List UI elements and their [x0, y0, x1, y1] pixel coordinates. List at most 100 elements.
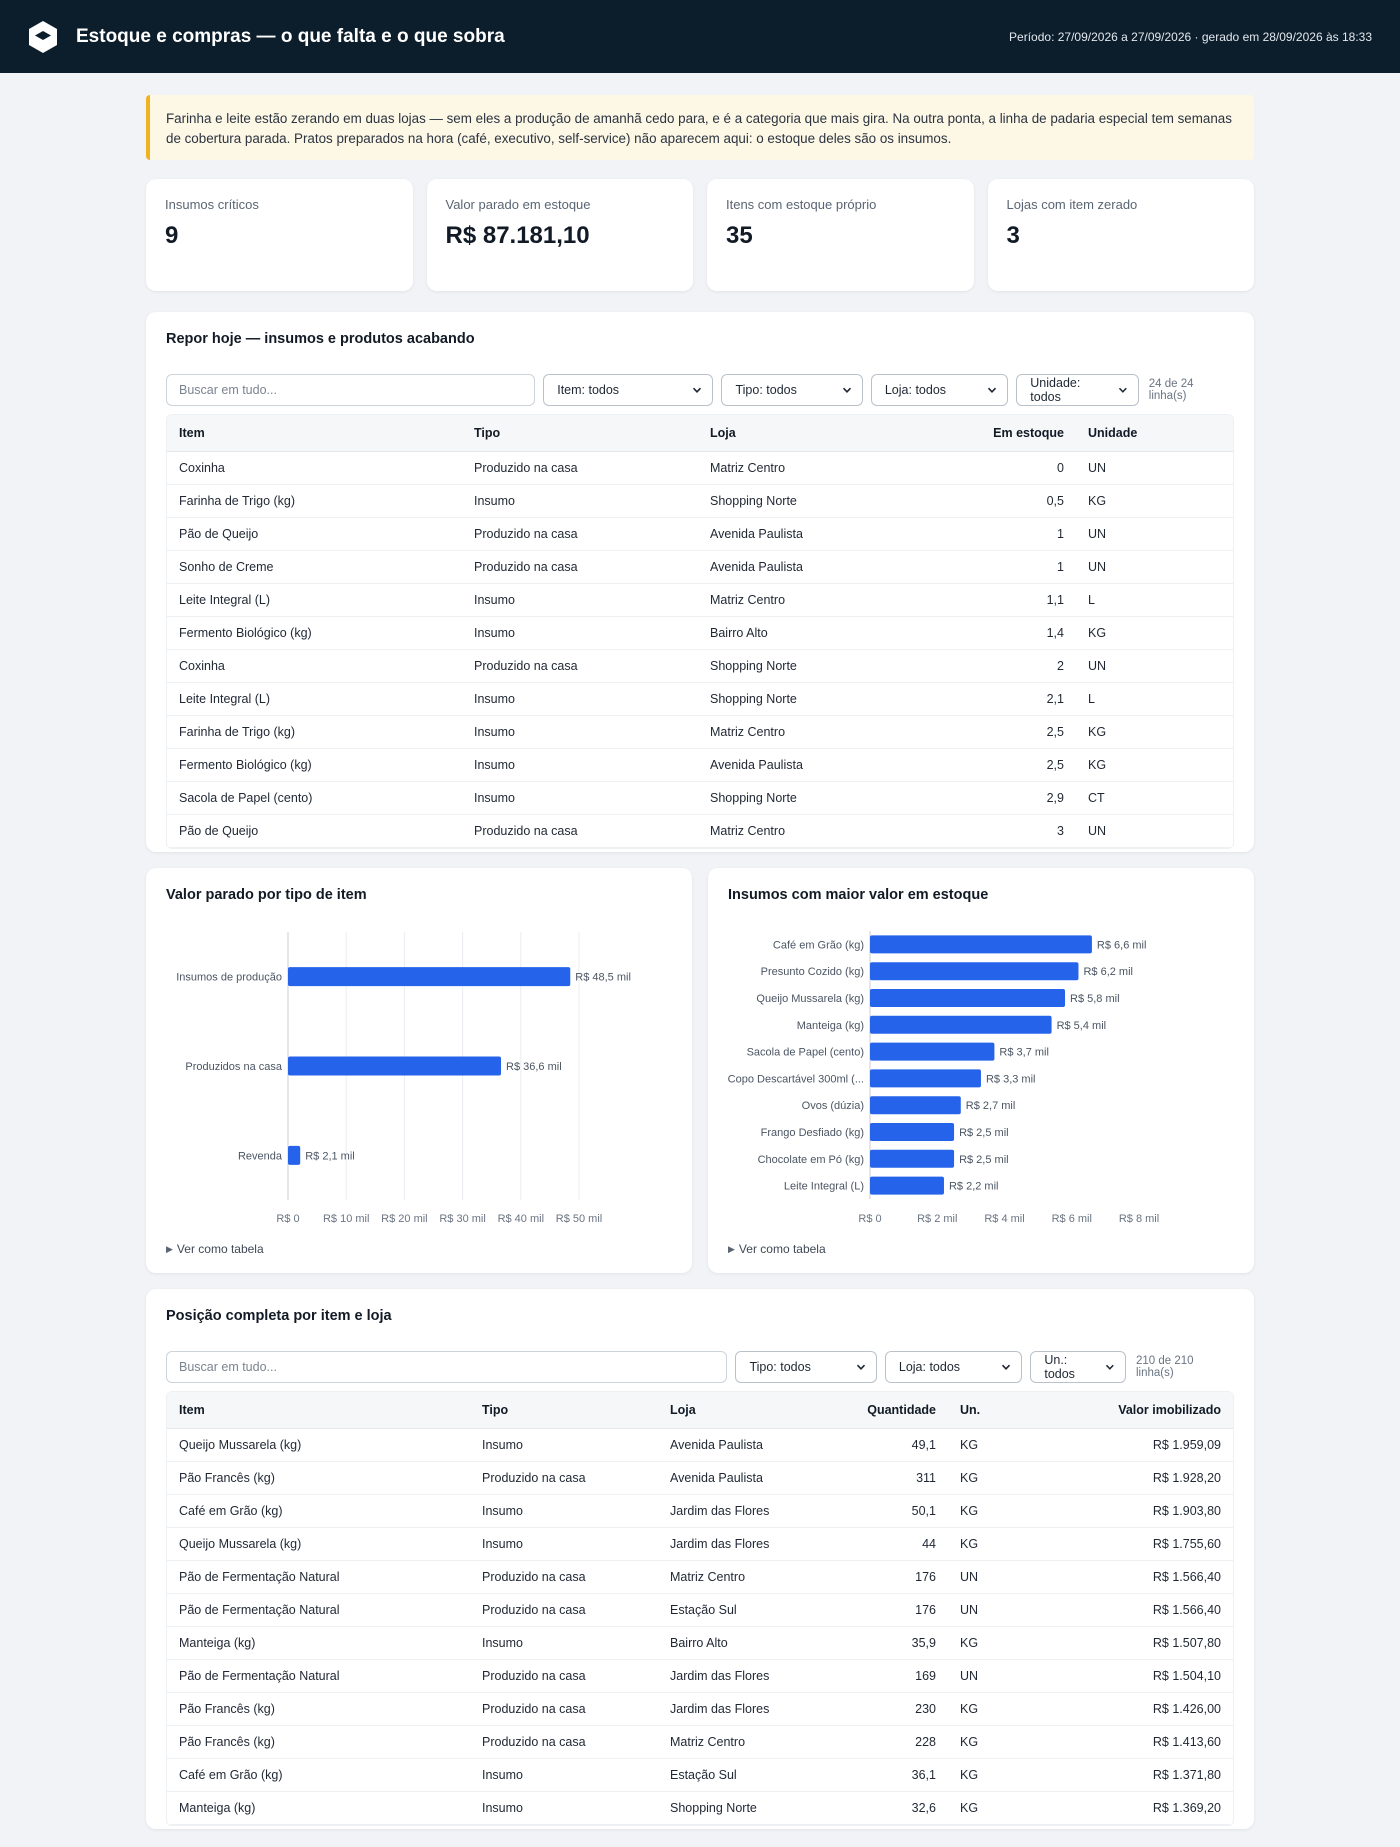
- filter-item-select[interactable]: Item: todos: [543, 374, 714, 406]
- filter-store-select[interactable]: Loja: todos: [884, 1351, 1023, 1383]
- table-row[interactable]: Manteiga (kg) Insumo Bairro Alto 35,9 KG R$ 1…: [167, 1626, 1233, 1660]
- kpi-stock-value: Valor parado em estoque R$ 87.181,10: [426, 179, 693, 291]
- table-cell: Produzido na casa: [462, 814, 698, 848]
- table-row[interactable]: Leite Integral (L) Insumo Shopping Norte 2,…: [167, 682, 1233, 716]
- table-cell: 311: [828, 1461, 948, 1495]
- bar[interactable]: [288, 1145, 301, 1165]
- filter-type-select[interactable]: Tipo: todos: [721, 374, 863, 406]
- column-header-type[interactable]: Tipo: [462, 415, 698, 452]
- kpi-label: Valor parado em estoque: [445, 197, 591, 212]
- table-row[interactable]: Queijo Mussarela (kg) Insumo Avenida Pauli…: [167, 1428, 1233, 1462]
- column-header-store[interactable]: Loja: [698, 415, 916, 452]
- table-cell: 36,1: [828, 1758, 948, 1792]
- table-cell: 1: [916, 550, 1076, 584]
- column-header-quantity[interactable]: Quantidade: [828, 1392, 948, 1429]
- data-label: R$ 3,7 mil: [999, 1047, 1049, 1059]
- table-row[interactable]: Leite Integral (L) Insumo Matriz Centro 1,1…: [167, 583, 1233, 617]
- table-row[interactable]: Sacola de Papel (cento) Insumo Shopping No…: [167, 781, 1233, 815]
- table-cell: Avenida Paulista: [698, 748, 916, 782]
- table-row[interactable]: Pão Francês (kg) Produzido na casa Matriz …: [167, 1725, 1233, 1759]
- table-cell: Café em Grão (kg): [167, 1494, 470, 1528]
- table-cell: Jardim das Flores: [658, 1692, 828, 1726]
- table-row[interactable]: Fermento Biológico (kg) Insumo Avenida Pau…: [167, 748, 1233, 782]
- table-cell: Produzido na casa: [470, 1461, 658, 1495]
- category-label: Sacola de Papel (cento): [747, 1047, 864, 1059]
- table-row[interactable]: Sonho de Creme Produzido na casa Avenida P…: [167, 550, 1233, 584]
- column-header-unit[interactable]: Unidade: [1076, 415, 1233, 452]
- table-row[interactable]: Pão Francês (kg) Produzido na casa Jardim …: [167, 1692, 1233, 1726]
- data-label: R$ 2,5 mil: [959, 1154, 1009, 1166]
- bar[interactable]: [870, 1096, 961, 1115]
- table-cell: KG: [948, 1692, 1038, 1726]
- filter-unit-select[interactable]: Unidade: todos: [1016, 374, 1139, 406]
- table-cell: Insumo: [470, 1791, 658, 1825]
- column-header-store[interactable]: Loja: [658, 1392, 828, 1429]
- table-cell: Produzido na casa: [470, 1725, 658, 1759]
- row-count: 210 de 210 linha(s): [1136, 1355, 1194, 1379]
- x-tick-label: R$ 0: [276, 1213, 299, 1225]
- column-header-item[interactable]: Item: [167, 415, 462, 452]
- table-cell: Insumo: [462, 781, 698, 815]
- bar[interactable]: [870, 1176, 944, 1195]
- bar[interactable]: [870, 989, 1066, 1007]
- data-label: R$ 48,5 mil: [575, 972, 631, 984]
- table-row[interactable]: Café em Grão (kg) Insumo Estação Sul 36,1 KG…: [167, 1758, 1233, 1792]
- column-header-item[interactable]: Item: [167, 1392, 470, 1429]
- bar[interactable]: [288, 967, 571, 987]
- filter-type-select[interactable]: Tipo: todos: [735, 1351, 877, 1383]
- column-header-in-stock[interactable]: Em estoque: [916, 415, 1076, 452]
- table-cell: Jardim das Flores: [658, 1527, 828, 1561]
- select-value: Tipo: todos: [735, 383, 797, 397]
- table-row[interactable]: Fermento Biológico (kg) Insumo Bairro Alto…: [167, 616, 1233, 650]
- table-row[interactable]: Pão de Fermentação Natural Produzido na c…: [167, 1560, 1233, 1594]
- select-value: Item: todos: [557, 383, 620, 397]
- bar[interactable]: [870, 1015, 1052, 1034]
- column-header-value[interactable]: Valor imobilizado: [1038, 1392, 1233, 1429]
- bar[interactable]: [870, 1069, 981, 1088]
- table-cell: Queijo Mussarela (kg): [167, 1428, 470, 1462]
- column-header-type[interactable]: Tipo: [470, 1392, 658, 1429]
- kpi-value: R$ 87.181,10: [445, 222, 590, 249]
- table-row[interactable]: Café em Grão (kg) Insumo Jardim das Flores…: [167, 1494, 1233, 1528]
- kpi-row: Insumos críticos 9 Valor parado em estoq…: [146, 179, 1254, 291]
- table-row[interactable]: Farinha de Trigo (kg) Insumo Shopping Nort…: [167, 484, 1233, 518]
- kpi-label: Lojas com item zerado: [1006, 197, 1138, 212]
- table-row[interactable]: Pão de Fermentação Natural Produzido na c…: [167, 1593, 1233, 1627]
- bar[interactable]: [870, 1123, 955, 1141]
- category-label: Revenda: [238, 1150, 283, 1162]
- table-row[interactable]: Queijo Mussarela (kg) Insumo Jardim das Fl…: [167, 1527, 1233, 1561]
- view-as-table-toggle[interactable]: ▶ Ver como tabela: [728, 1242, 826, 1256]
- table-row[interactable]: Manteiga (kg) Insumo Shopping Norte 32,6 KG R…: [167, 1791, 1233, 1825]
- restock-card: Repor hoje — insumos e produtos acabando…: [146, 312, 1254, 852]
- restock-search-input[interactable]: Buscar em tudo...: [166, 374, 536, 406]
- bar[interactable]: [870, 962, 1079, 981]
- table-row[interactable]: Pão de Fermentação Natural Produzido na c…: [167, 1659, 1233, 1693]
- table-cell: KG: [1076, 616, 1233, 650]
- kpi-stores-zeroed: Lojas com item zerado 3: [987, 179, 1254, 291]
- table-row[interactable]: Coxinha Produzido na casa Matriz Centro 0 UN: [167, 451, 1233, 485]
- filter-unit-select[interactable]: Un.: todos: [1030, 1351, 1126, 1383]
- table-row[interactable]: Farinha de Trigo (kg) Insumo Matriz Centro…: [167, 715, 1233, 749]
- bar[interactable]: [870, 1042, 995, 1061]
- positions-table: Item Tipo Loja Quantidade Un. Valor imob…: [166, 1391, 1234, 1826]
- positions-search-input[interactable]: Buscar em tudo...: [166, 1351, 728, 1383]
- table-row[interactable]: Pão Francês (kg) Produzido na casa Avenida…: [167, 1461, 1233, 1495]
- chevron-down-icon: [856, 1364, 865, 1370]
- x-tick-label: R$ 8 mil: [1119, 1213, 1159, 1225]
- table-cell: R$ 1.504,10: [1038, 1659, 1233, 1693]
- table-row[interactable]: Coxinha Produzido na casa Shopping Norte 2 U…: [167, 649, 1233, 683]
- table-header-row: Item Tipo Loja Quantidade Un. Valor imob…: [167, 1392, 1233, 1429]
- bar[interactable]: [870, 935, 1092, 954]
- table-row[interactable]: Pão de Queijo Produzido na casa Matriz Cen…: [167, 814, 1233, 848]
- table-cell: Farinha de Trigo (kg): [167, 715, 462, 749]
- table-row[interactable]: Pão de Queijo Produzido na casa Avenida Pa…: [167, 517, 1233, 551]
- category-label: Insumos de produção: [176, 972, 282, 984]
- view-as-table-toggle[interactable]: ▶ Ver como tabela: [166, 1242, 264, 1256]
- bar[interactable]: [288, 1056, 502, 1076]
- chevron-down-icon: [1002, 1364, 1011, 1370]
- column-header-unit[interactable]: Un.: [948, 1392, 1038, 1429]
- table-cell: UN: [948, 1593, 1038, 1627]
- filter-store-select[interactable]: Loja: todos: [870, 374, 1009, 406]
- bar[interactable]: [870, 1149, 955, 1168]
- kpi-critical-inputs: Insumos críticos 9: [146, 179, 413, 291]
